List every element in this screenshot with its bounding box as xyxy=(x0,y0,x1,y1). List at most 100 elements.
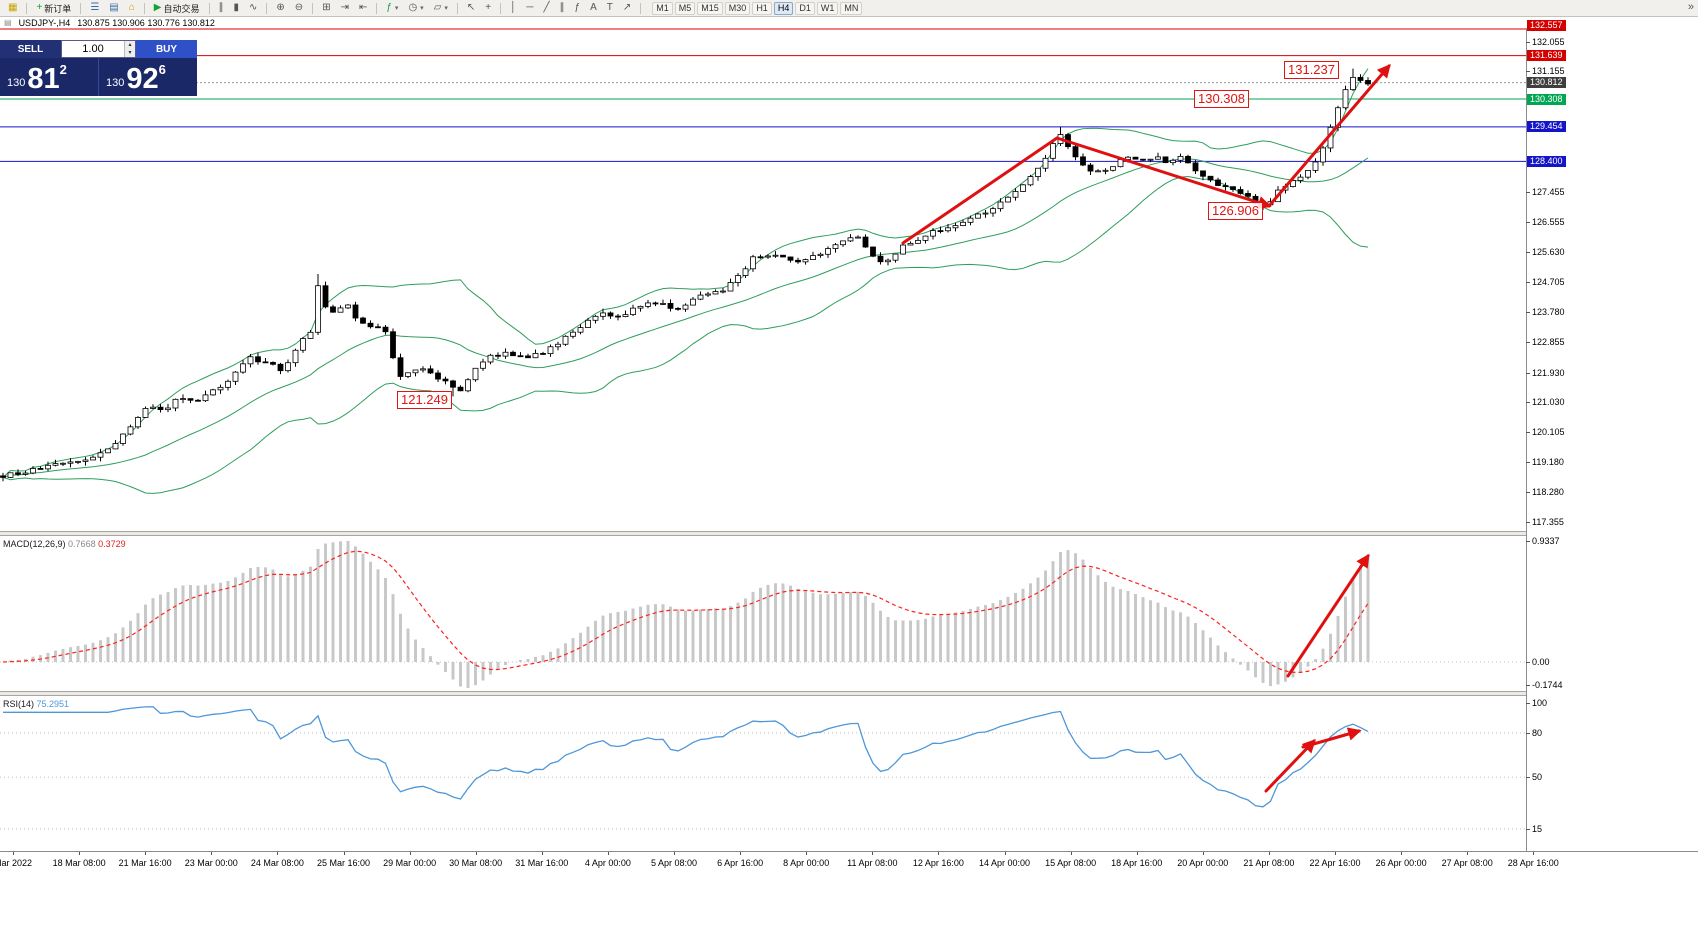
time-axis-tick xyxy=(1268,852,1270,855)
horizontal-line-icon: ─ xyxy=(526,2,534,13)
time-axis-tick xyxy=(475,852,477,855)
rsi-value: 75.2951 xyxy=(36,699,70,709)
price-level-label: 130.812 xyxy=(1527,77,1566,89)
auto-scroll-button[interactable]: ⇥ xyxy=(337,1,353,16)
sell-button[interactable]: SELL xyxy=(0,40,61,58)
time-axis-tick xyxy=(1467,852,1469,855)
indicators-dropdown-icon: ▾ xyxy=(394,5,399,12)
time-axis-label: 5 Apr 08:00 xyxy=(650,858,698,868)
toolbar-overflow-icon[interactable]: » xyxy=(1687,1,1694,13)
volume-decrease-button[interactable]: ▾ xyxy=(125,49,135,57)
buy-button[interactable]: BUY xyxy=(136,40,197,58)
data-window-button[interactable]: ▤ xyxy=(105,1,122,16)
time-axis-label: 26 Apr 00:00 xyxy=(1375,858,1427,868)
indicators-button[interactable]: ƒ ▾ xyxy=(382,1,402,16)
tile-windows-button[interactable]: ⊞ xyxy=(318,1,334,16)
time-axis-label: 4 Apr 00:00 xyxy=(584,858,631,868)
timeframe-d1-button[interactable]: D1 xyxy=(795,1,815,15)
zoom-out-button[interactable]: ⊖ xyxy=(291,1,307,16)
text-label-button[interactable]: T xyxy=(603,1,617,16)
timeframe-m30-button[interactable]: M30 xyxy=(724,1,751,15)
new-order-label: 新订单 xyxy=(44,3,72,14)
time-axis-label: 25 Mar 16:00 xyxy=(316,858,371,868)
time-axis-label: 8 Apr 00:00 xyxy=(783,858,830,868)
main-toolbar: ▦ + 新订单 ☰ ▤ ⌂ ▶ 自动交易 ∥ ▮ ∿ ⊕ ⊖ ⊞ ⇥ ⇤ ƒ ▾ ◷ ▾ ▱ ▾ ↖ + │ ─ ╱ ∥ ƒ A T ↗ M1 M… xyxy=(0,0,1698,17)
market-watch-button[interactable]: ☰ xyxy=(86,1,103,16)
macd-name: MACD(12,26,9) xyxy=(3,539,66,549)
volume-spinner: ▴ ▾ xyxy=(124,41,135,57)
trendline-icon: ╱ xyxy=(543,2,550,13)
fibonacci-retracement-icon: ƒ xyxy=(574,2,581,13)
price-axis-label: 121.030 xyxy=(1532,396,1565,407)
price-annotation[interactable]: 126.906 xyxy=(1208,202,1263,220)
crosshair-button[interactable]: + xyxy=(481,1,495,16)
macd-canvas[interactable] xyxy=(0,536,1526,691)
macd-splitter[interactable] xyxy=(0,531,1526,536)
rsi-axis-label: 50 xyxy=(1532,772,1543,783)
timeframe-w1-button[interactable]: W1 xyxy=(816,1,839,15)
rsi-canvas[interactable] xyxy=(0,696,1526,851)
price-annotation[interactable]: 131.237 xyxy=(1284,61,1339,79)
time-axis-label: 30 Mar 08:00 xyxy=(449,858,503,868)
candlestick-chart-button[interactable]: ▮ xyxy=(230,1,244,16)
cursor-icon: ↖ xyxy=(466,2,476,13)
price-annotation[interactable]: 121.249 xyxy=(397,391,452,409)
crosshair-icon: + xyxy=(485,2,492,13)
timeframe-h4-button[interactable]: H4 xyxy=(773,1,794,15)
time-axis-tick xyxy=(740,852,742,855)
templates-button[interactable]: ▱ ▾ xyxy=(430,1,452,16)
bid-prefix: 130 xyxy=(7,77,26,89)
bid-price[interactable]: 130 81 2 xyxy=(0,58,99,96)
auto-scroll-icon: ⇥ xyxy=(340,2,349,13)
line-chart-icon: ∿ xyxy=(249,2,258,13)
price-level-label: 129.454 xyxy=(1527,121,1566,133)
arrows-tool-button[interactable]: ↗ xyxy=(619,1,635,16)
timeframe-mn-button[interactable]: MN xyxy=(840,1,863,15)
time-axis-tick xyxy=(607,852,609,855)
price-annotation[interactable]: 130.308 xyxy=(1194,90,1249,108)
toolbar-separator xyxy=(376,2,378,14)
text-label-icon: T xyxy=(606,2,613,13)
horizontal-line-button[interactable]: ─ xyxy=(522,1,537,16)
charts-window-button[interactable]: ▦ xyxy=(4,1,21,16)
timeframe-m1-button[interactable]: M1 xyxy=(652,1,673,15)
volume-input[interactable] xyxy=(62,41,135,57)
new-order-button[interactable]: + 新订单 xyxy=(32,1,75,16)
price-level-label: 130.308 xyxy=(1527,93,1566,105)
price-axis-tick xyxy=(1526,192,1530,193)
time-axis-tick xyxy=(872,852,874,855)
price-axis-tick xyxy=(1526,432,1530,433)
rsi-splitter[interactable] xyxy=(0,691,1526,696)
zoom-in-button[interactable]: ⊕ xyxy=(272,1,288,16)
vertical-line-button[interactable]: │ xyxy=(506,1,520,16)
periods-button[interactable]: ◷ ▾ xyxy=(404,1,427,16)
timeframe-m15-button[interactable]: M15 xyxy=(697,1,723,15)
autotrading-button[interactable]: ▶ 自动交易 xyxy=(150,1,204,16)
main-chart-canvas[interactable] xyxy=(0,28,1526,531)
ask-price[interactable]: 130 92 6 xyxy=(99,58,197,96)
price-axis-tick xyxy=(1526,282,1530,283)
new-order-icon: + xyxy=(36,2,43,13)
navigator-button[interactable]: ⌂ xyxy=(125,1,139,16)
charts-window-icon: ▦ xyxy=(8,2,18,13)
cursor-button[interactable]: ↖ xyxy=(463,1,479,16)
periods-dropdown-icon: ▾ xyxy=(420,5,424,12)
trendline-button[interactable]: ╱ xyxy=(539,1,553,16)
fibonacci-retracement-button[interactable]: ƒ xyxy=(571,1,585,16)
time-axis-label: 6 Apr 16:00 xyxy=(717,858,764,868)
equidistant-channel-button[interactable]: ∥ xyxy=(556,1,569,16)
bar-chart-button[interactable]: ∥ xyxy=(215,1,228,16)
rsi-axis-tick xyxy=(1526,733,1530,734)
price-axis-label: 132.055 xyxy=(1532,37,1565,47)
bid-pipette: 2 xyxy=(59,62,67,77)
text-button[interactable]: A xyxy=(586,1,601,16)
timeframe-m5-button[interactable]: M5 xyxy=(674,1,696,15)
volume-increase-button[interactable]: ▴ xyxy=(125,41,135,49)
line-chart-button[interactable]: ∿ xyxy=(245,1,261,16)
timeframe-h1-button[interactable]: H1 xyxy=(752,1,772,15)
chart-shift-button[interactable]: ⇤ xyxy=(355,1,371,16)
toolbar-separator xyxy=(266,2,268,14)
time-axis-tick xyxy=(343,852,345,855)
equidistant-channel-icon: ∥ xyxy=(559,2,565,13)
time-axis-label: Mar 2022 xyxy=(0,858,33,868)
